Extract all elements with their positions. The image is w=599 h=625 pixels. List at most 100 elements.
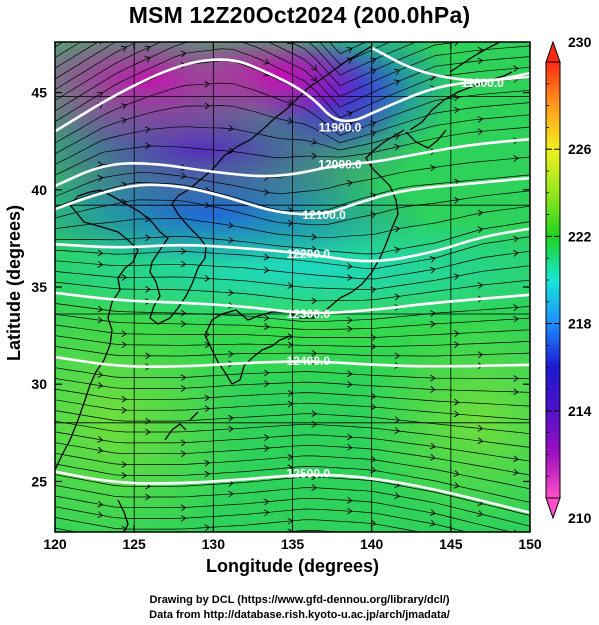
- wind-arrow: [453, 42, 460, 46]
- wind-arrow: [263, 509, 270, 517]
- colorbar-tick-label: 230: [568, 34, 592, 50]
- wind-arrow: [513, 375, 519, 382]
- wind-arrow: [97, 249, 104, 257]
- coastlines: [55, 42, 513, 532]
- wind-arrow: [311, 152, 318, 160]
- wind-arrow: [370, 130, 377, 137]
- wind-arrow: [181, 0, 186, 3]
- wind-arrow: [227, 221, 234, 229]
- wind-arrow: [513, 388, 519, 396]
- wind-arrow: [477, 209, 484, 217]
- wind-arrow: [370, 343, 377, 350]
- wind-arrow: [145, 215, 151, 223]
- wind-arrow: [513, 155, 519, 162]
- wind-arrow: [394, 416, 401, 424]
- height-contour-line: [55, 227, 530, 263]
- wind-arrow: [180, 374, 187, 382]
- wind-arrow: [477, 424, 484, 432]
- wind-arrow: [346, 380, 353, 388]
- wind-arrow: [204, 80, 211, 88]
- wind-arrow: [228, 34, 234, 41]
- wind-arrow: [204, 405, 211, 413]
- wind-arrow: [430, 374, 436, 382]
- wind-arrow: [287, 28, 294, 35]
- wind-arrow: [97, 371, 104, 378]
- wind-arrow: [394, 14, 400, 21]
- streamline: [55, 42, 344, 48]
- wind-arrow: [121, 472, 128, 479]
- wind-arrow: [121, 198, 128, 206]
- wind-arrow: [121, 117, 128, 125]
- colorbar-tick-label: 226: [568, 141, 592, 157]
- wind-arrow: [228, 490, 234, 498]
- wind-arrow: [180, 260, 187, 268]
- height-contour-line: [55, 137, 530, 188]
- wind-arrow: [477, 226, 484, 233]
- wind-arrow: [311, 297, 318, 305]
- wind-arrow: [180, 385, 187, 392]
- colorbar-tick-label: 214: [568, 403, 592, 419]
- wind-arrow: [311, 484, 318, 491]
- wind-arrow: [429, 256, 436, 263]
- wind-arrow: [180, 320, 187, 328]
- wind-arrow: [97, 174, 104, 182]
- wind-arrow: [121, 34, 128, 41]
- wind-arrow: [228, 350, 234, 358]
- wind-arrow: [477, 510, 484, 517]
- wind-arrow: [430, 310, 436, 317]
- wind-arrow: [180, 514, 187, 522]
- colorbar-upper-arrow: [545, 40, 561, 63]
- x-tick-label: 145: [439, 536, 463, 552]
- wind-arrow: [263, 323, 270, 330]
- wind-arrow: [477, 437, 484, 445]
- wind-arrow: [228, 24, 234, 31]
- colorbar-tick-label: 210: [568, 510, 592, 526]
- wind-arrow: [370, 211, 377, 219]
- wind-arrow: [429, 266, 436, 274]
- contour-label: 12300.0: [287, 307, 331, 321]
- wind-arrow: [346, 180, 353, 187]
- wind-arrow: [145, 126, 151, 134]
- wind-arrow: [513, 304, 519, 311]
- colorbar: 210 214 218 222 226 230: [545, 34, 592, 526]
- wind-arrow: [310, 75, 317, 82]
- wind-arrow: [477, 282, 484, 289]
- wind-arrow: [205, 5, 210, 12]
- wind-arrow: [477, 128, 484, 136]
- wind-arrow: [145, 285, 151, 293]
- wind-arrow: [513, 250, 519, 257]
- wind-arrow: [180, 504, 187, 512]
- wind-arrow: [347, 316, 353, 324]
- wind-arrow: [346, 121, 353, 128]
- contour-labels: 11900.0 11600.0 12000.0 12100.0 12200.0 12300…: [287, 76, 505, 481]
- height-contours: [55, 46, 530, 514]
- wind-arrow: [346, 57, 353, 64]
- wind-arrow: [120, 45, 128, 52]
- colorbar-tick-label: 222: [568, 228, 592, 244]
- y-tick-label: 40: [31, 182, 47, 198]
- wind-arrow: [513, 455, 519, 463]
- wind-arrow: [429, 442, 436, 450]
- wind-arrow: [145, 493, 151, 501]
- wind-arrow: [453, 273, 460, 280]
- wind-arrow: [97, 436, 104, 443]
- contour-label: 11900.0: [319, 121, 362, 135]
- wind-arrow: [204, 394, 211, 402]
- x-tick-label: 140: [360, 536, 384, 552]
- wind-arrow: [512, 529, 519, 532]
- wind-arrow: [429, 509, 436, 516]
- wind-arrow: [145, 142, 151, 150]
- wind-arrow: [453, 94, 460, 102]
- wind-arrow: [204, 524, 211, 532]
- wind-arrow: [228, 425, 234, 433]
- wind-arrow: [310, 64, 317, 71]
- wind-arrow: [121, 341, 128, 349]
- wind-arrow: [263, 253, 270, 261]
- y-axis-label: Latitude (degrees): [4, 204, 24, 362]
- wind-arrow: [513, 235, 519, 243]
- height-contour-line: [55, 176, 530, 216]
- wind-arrow: [513, 315, 519, 323]
- wind-arrow: [453, 482, 460, 489]
- wind-arrow: [97, 500, 104, 508]
